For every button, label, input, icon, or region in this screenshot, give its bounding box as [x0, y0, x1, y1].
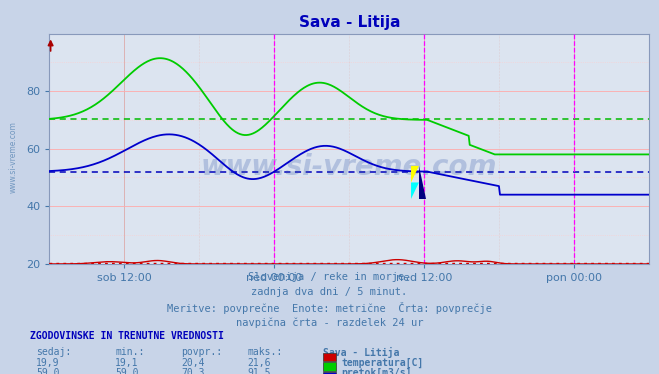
Text: zadnja dva dni / 5 minut.: zadnja dva dni / 5 minut.: [251, 287, 408, 297]
Polygon shape: [411, 166, 419, 183]
Text: 70,3: 70,3: [181, 368, 205, 374]
Polygon shape: [419, 166, 426, 199]
Text: Sava - Litija: Sava - Litija: [323, 347, 399, 358]
Text: Slovenija / reke in morje.: Slovenija / reke in morje.: [248, 272, 411, 282]
Text: 59,0: 59,0: [36, 368, 60, 374]
Text: min.:: min.:: [115, 347, 145, 357]
Text: temperatura[C]: temperatura[C]: [341, 358, 424, 368]
Text: Meritve: povprečne  Enote: metrične  Črta: povprečje: Meritve: povprečne Enote: metrične Črta:…: [167, 302, 492, 314]
Text: pretok[m3/s]: pretok[m3/s]: [341, 368, 412, 374]
Text: povpr.:: povpr.:: [181, 347, 222, 357]
Text: maks.:: maks.:: [247, 347, 282, 357]
Text: 19,9: 19,9: [36, 358, 60, 368]
Title: Sava - Litija: Sava - Litija: [299, 15, 400, 30]
Text: ZGODOVINSKE IN TRENUTNE VREDNOSTI: ZGODOVINSKE IN TRENUTNE VREDNOSTI: [30, 331, 223, 341]
Text: 91,5: 91,5: [247, 368, 271, 374]
Text: 21,6: 21,6: [247, 358, 271, 368]
Polygon shape: [411, 183, 419, 199]
Text: 19,1: 19,1: [115, 358, 139, 368]
Text: 59,0: 59,0: [115, 368, 139, 374]
Text: www.si-vreme.com: www.si-vreme.com: [201, 153, 498, 181]
Text: 20,4: 20,4: [181, 358, 205, 368]
Text: www.si-vreme.com: www.si-vreme.com: [9, 121, 18, 193]
Text: navpična črta - razdelek 24 ur: navpična črta - razdelek 24 ur: [236, 317, 423, 328]
Text: sedaj:: sedaj:: [36, 347, 71, 357]
